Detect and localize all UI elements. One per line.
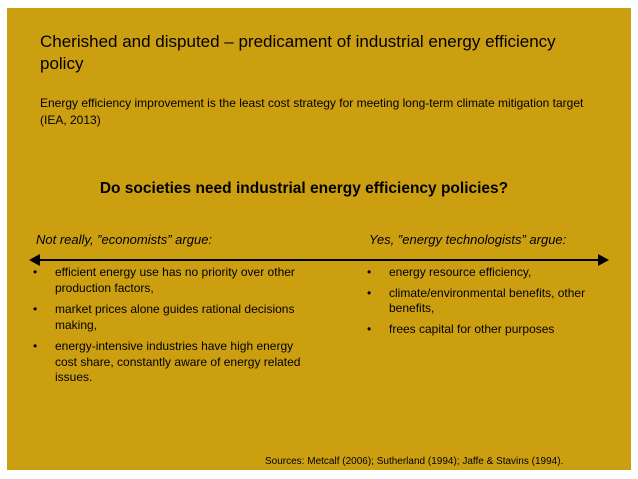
- list-item-text: energy resource efficiency,: [389, 265, 532, 279]
- double-arrow-icon: [29, 254, 609, 266]
- bullet-icon: •: [367, 265, 372, 279]
- slide: Cherished and disputed – predicament of …: [7, 8, 631, 470]
- list-item-text: frees capital for other purposes: [389, 321, 555, 336]
- technologists-heading: Yes, ”energy technologists” argue:: [369, 232, 567, 247]
- list-item: • market prices alone guides rational de…: [33, 302, 303, 333]
- bullet-icon: •: [33, 339, 38, 353]
- bullet-icon: •: [367, 285, 372, 300]
- slide-subtitle: Energy efficiency improvement is the lea…: [40, 96, 584, 127]
- sources-citation: Sources: Metcalf (2006); Sutherland (199…: [265, 456, 564, 467]
- bullet-icon: •: [33, 265, 38, 279]
- list-item-text: market prices alone guides rational deci…: [55, 302, 295, 332]
- economists-heading: Not really, ”economists” argue:: [36, 232, 213, 247]
- list-item-text: efficient energy use has no priority ove…: [55, 265, 295, 295]
- list-item-text: climate/environmental benefits, other be…: [389, 285, 586, 316]
- list-item: • energy-intensive industries have high …: [33, 339, 303, 386]
- list-item: • efficient energy use has no priority o…: [33, 265, 303, 296]
- central-question: Do societies need industrial energy effi…: [99, 180, 509, 197]
- list-item: • energy resource efficiency,: [367, 265, 617, 281]
- list-item: • climate/environmental benefits, other …: [367, 286, 617, 317]
- list-item: • frees capital for other purposes: [367, 322, 617, 338]
- technologists-arguments-list: • energy resource efficiency, • climate/…: [367, 265, 617, 342]
- slide-title: Cherished and disputed – predicament of …: [40, 32, 556, 73]
- bullet-icon: •: [33, 302, 38, 316]
- bullet-icon: •: [367, 321, 372, 336]
- list-item-text: energy-intensive industries have high en…: [55, 339, 301, 384]
- economists-arguments-list: • efficient energy use has no priority o…: [33, 265, 303, 392]
